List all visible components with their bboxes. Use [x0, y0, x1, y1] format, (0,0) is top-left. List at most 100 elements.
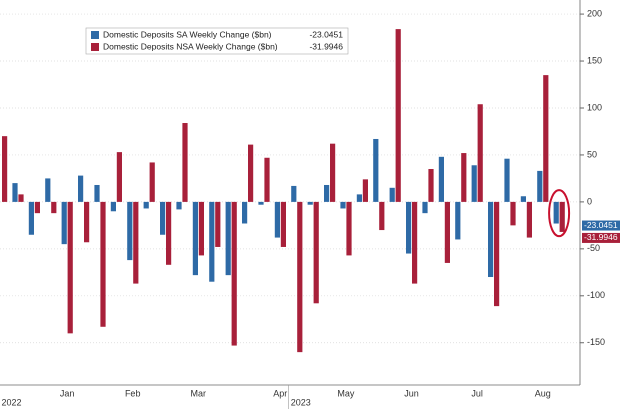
bar	[324, 184, 330, 202]
legend-label: Domestic Deposits SA Weekly Change ($bn)	[103, 29, 272, 39]
bar	[160, 201, 166, 235]
bar	[78, 175, 84, 202]
bar	[395, 29, 401, 202]
bar	[12, 183, 18, 202]
bar	[280, 201, 286, 247]
legend-value: -31.9946	[309, 41, 343, 51]
highlight-circle	[548, 189, 571, 238]
x-tick-label: Feb	[125, 388, 141, 398]
year-label: 2022	[2, 397, 22, 407]
axis-value-label: -23.0451	[584, 220, 618, 230]
x-tick-label: Jul	[471, 388, 483, 398]
bar	[116, 152, 122, 202]
bar	[133, 201, 139, 284]
bar	[198, 201, 204, 256]
bar	[215, 201, 221, 247]
bar	[45, 178, 51, 202]
bar	[84, 201, 90, 243]
legend-swatch	[91, 43, 99, 51]
bar	[34, 201, 40, 214]
bar	[356, 194, 362, 202]
bar	[291, 185, 297, 202]
bar	[182, 123, 188, 202]
bar	[297, 201, 303, 353]
bar	[510, 201, 516, 226]
bar	[274, 201, 280, 238]
y-tick-label: 50	[587, 149, 597, 159]
bar	[553, 201, 559, 224]
bar	[61, 201, 67, 245]
bar	[110, 201, 116, 212]
bar	[149, 162, 155, 202]
bar	[346, 201, 352, 256]
axis-value-tag	[582, 232, 620, 243]
bar	[379, 201, 385, 231]
bar	[166, 201, 172, 265]
bar	[406, 201, 412, 254]
bar	[307, 201, 313, 205]
bar	[488, 201, 494, 278]
legend	[85, 27, 349, 55]
bar	[477, 104, 483, 202]
bar	[18, 194, 24, 202]
bar	[455, 201, 461, 240]
y-tick-label: -100	[587, 290, 605, 300]
y-tick-label: 100	[587, 102, 602, 112]
bar	[176, 201, 182, 210]
bar	[362, 179, 368, 202]
y-tick-label: 200	[587, 8, 602, 18]
bar	[225, 201, 231, 276]
x-tick-label: Mar	[191, 388, 207, 398]
bar	[67, 201, 73, 334]
bar	[330, 143, 336, 202]
x-tick-label: May	[337, 388, 355, 398]
legend-box	[85, 27, 349, 55]
bar	[313, 201, 319, 304]
y-tick-label: -50	[587, 243, 600, 253]
x-tick-label: Aug	[535, 388, 551, 398]
bar	[494, 201, 500, 307]
year-label: 2023	[291, 397, 311, 407]
bar	[242, 201, 248, 224]
legend-value: -23.0451	[309, 29, 343, 39]
bar	[438, 156, 444, 202]
bar	[373, 138, 379, 202]
bar	[412, 201, 418, 284]
y-tick-label: -150	[587, 337, 605, 347]
bar	[100, 201, 106, 327]
bar	[94, 184, 100, 202]
bar	[127, 201, 133, 261]
bar	[444, 201, 450, 263]
bar	[209, 201, 215, 282]
bar	[389, 187, 395, 202]
bar	[258, 201, 264, 205]
bar	[192, 201, 198, 276]
bar	[248, 144, 254, 202]
axis-value-tag	[582, 220, 620, 231]
axis-value-label: -31.9946	[584, 232, 618, 242]
bar	[461, 153, 467, 202]
bar	[559, 201, 565, 232]
bar	[28, 201, 34, 235]
bar	[2, 136, 8, 202]
bar	[504, 158, 510, 202]
bar	[143, 201, 149, 209]
y-tick-label: 150	[587, 55, 602, 65]
x-tick-label: Jun	[404, 388, 419, 398]
bar	[428, 169, 434, 202]
bar	[340, 201, 346, 209]
bar	[51, 201, 57, 214]
bar	[543, 75, 549, 202]
x-tick-label: Apr	[273, 388, 287, 398]
x-tick-label: Jan	[60, 388, 75, 398]
bar	[520, 196, 526, 202]
bar	[526, 201, 532, 238]
legend-label: Domestic Deposits NSA Weekly Change ($bn…	[103, 41, 278, 51]
bar	[231, 201, 237, 346]
bar	[537, 170, 543, 202]
bar	[471, 165, 477, 202]
legend-swatch	[91, 31, 99, 39]
bar	[422, 201, 428, 214]
bar	[264, 157, 270, 202]
